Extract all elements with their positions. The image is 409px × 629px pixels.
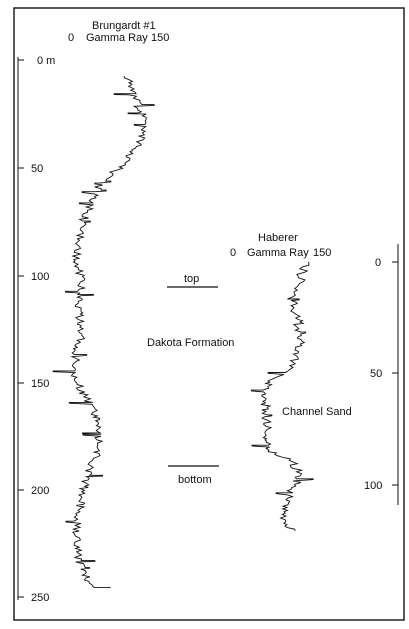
well1-depth-tick-label: 150 xyxy=(31,378,49,390)
well1-scale-max: 150 xyxy=(151,32,169,44)
well2-depth-tick-label: 50 xyxy=(370,368,382,380)
well2-depth-axis: 0 50 100 xyxy=(364,244,399,505)
well1-name: Brungardt #1 xyxy=(92,20,156,32)
top-label: top xyxy=(184,273,199,285)
well1-depth-tick-label: 100 xyxy=(31,271,49,283)
well1-gamma-ray-curve xyxy=(52,75,155,589)
well2-name: Haberer xyxy=(258,232,298,244)
well2-gamma-ray-curve xyxy=(250,261,314,531)
well1-depth-tick-label: 0 m xyxy=(37,55,55,67)
bottom-label: bottom xyxy=(178,474,212,486)
well2-scale: 0 Gamma Ray 150 xyxy=(230,247,331,259)
channel-sand-label: Channel Sand xyxy=(282,406,352,418)
well1-depth-axis: 0 m 50 100 150 200 250 xyxy=(17,55,55,604)
diagram-border xyxy=(13,7,405,621)
formation-label: Dakota Formation xyxy=(147,337,234,349)
well1-depth-tick-label: 250 xyxy=(31,592,49,604)
well2-scale-min: 0 xyxy=(230,247,236,259)
well2-depth-tick-label: 100 xyxy=(364,480,382,492)
well1-scale-label: Gamma Ray xyxy=(86,32,148,44)
well2-depth-tick-label: 0 xyxy=(375,257,381,269)
well1-depth-tick-label: 200 xyxy=(31,485,49,497)
well2-scale-label: Gamma Ray xyxy=(247,247,309,259)
well1-depth-tick-label: 50 xyxy=(31,163,43,175)
well1-scale: 0 Gamma Ray 150 xyxy=(68,32,169,44)
well1-scale-min: 0 xyxy=(68,32,74,44)
well2-scale-max: 150 xyxy=(313,247,331,259)
